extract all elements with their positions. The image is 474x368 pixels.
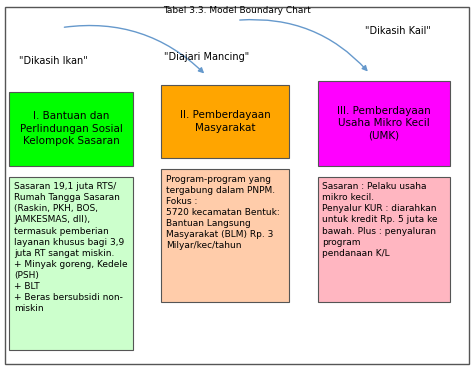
- Text: "Dikasih Ikan": "Dikasih Ikan": [19, 56, 88, 66]
- Text: Tabel 3.3. Model Boundary Chart: Tabel 3.3. Model Boundary Chart: [163, 6, 311, 14]
- FancyBboxPatch shape: [318, 81, 450, 166]
- FancyBboxPatch shape: [9, 177, 133, 350]
- Text: II. Pemberdayaan
Masyarakat: II. Pemberdayaan Masyarakat: [180, 110, 271, 132]
- FancyBboxPatch shape: [161, 85, 289, 158]
- Text: "Dikasih Kail": "Dikasih Kail": [365, 26, 431, 36]
- FancyBboxPatch shape: [318, 177, 450, 302]
- Text: Program-program yang
tergabung dalam PNPM.
Fokus :
5720 kecamatan Bentuk:
Bantua: Program-program yang tergabung dalam PNP…: [166, 175, 280, 250]
- Text: "Diajari Mancing": "Diajari Mancing": [164, 52, 249, 62]
- Text: III. Pemberdayaan
Usaha Mikro Kecil
(UMK): III. Pemberdayaan Usaha Mikro Kecil (UMK…: [337, 106, 431, 141]
- Text: Sasaran 19,1 juta RTS/
Rumah Tangga Sasaran
(Raskin, PKH, BOS,
JAMKESMAS, dll),
: Sasaran 19,1 juta RTS/ Rumah Tangga Sasa…: [14, 182, 128, 313]
- FancyBboxPatch shape: [9, 92, 133, 166]
- FancyBboxPatch shape: [161, 169, 289, 302]
- Text: Sasaran : Pelaku usaha
mikro kecil.
Penyalur KUR : diarahkan
untuk kredit Rp. 5 : Sasaran : Pelaku usaha mikro kecil. Peny…: [322, 182, 438, 258]
- Text: I. Bantuan dan
Perlindungan Sosial
Kelompok Sasaran: I. Bantuan dan Perlindungan Sosial Kelom…: [19, 112, 123, 146]
